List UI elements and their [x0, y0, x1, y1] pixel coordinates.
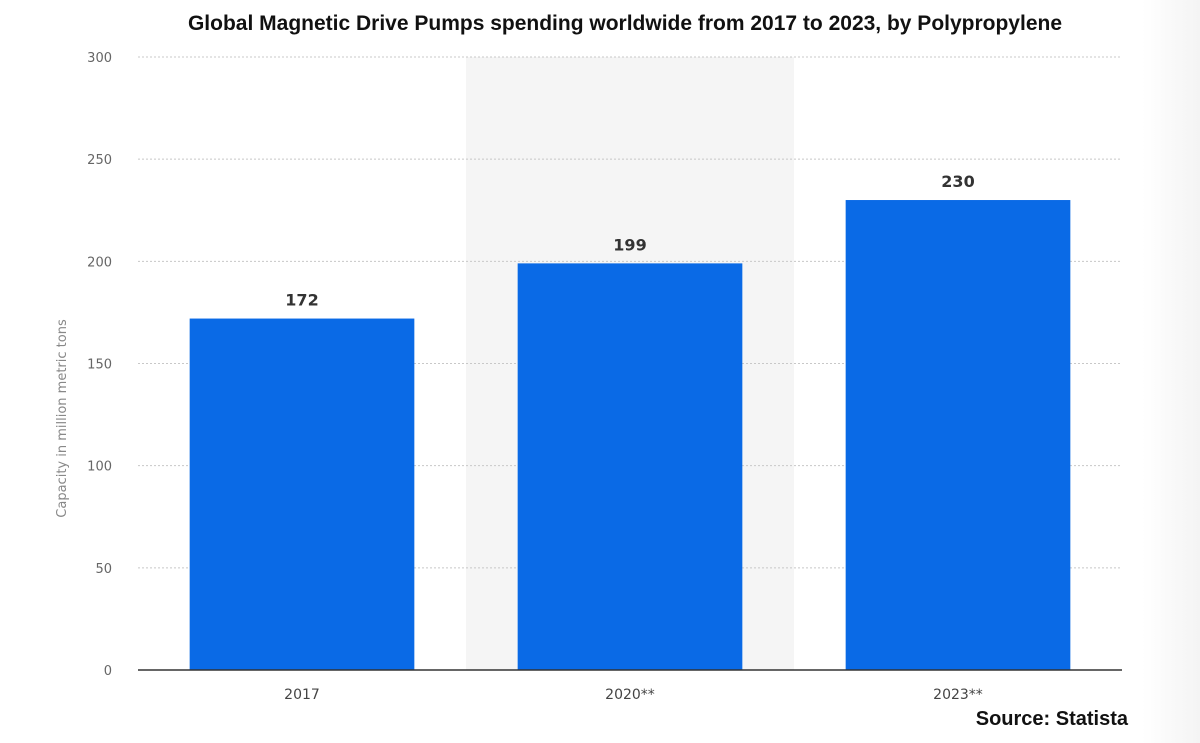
y-tick-label: 150	[87, 358, 112, 373]
y-axis-title: Capacity in million metric tons	[55, 319, 70, 518]
bar[interactable]	[517, 263, 743, 670]
value-label: 172	[285, 291, 318, 310]
y-axis-ticks: 0 50 100 150 200 250 300	[87, 51, 112, 679]
category-labels: 2017 2020** 2023**	[284, 687, 983, 703]
y-tick-label: 200	[87, 255, 112, 270]
y-tick-label: 300	[87, 51, 112, 66]
bars	[189, 200, 1071, 671]
chart-title: Global Magnetic Drive Pumps spending wor…	[187, 12, 1063, 35]
right-edge-shadow	[1142, 0, 1200, 743]
bar[interactable]	[845, 200, 1071, 671]
y-tick-label: 0	[104, 664, 112, 679]
x-tick-label: 2023**	[933, 687, 983, 703]
bar[interactable]	[189, 318, 415, 670]
y-tick-label: 50	[95, 562, 112, 577]
value-label: 230	[941, 172, 974, 191]
y-tick-label: 250	[87, 153, 112, 168]
value-labels: 172 199 230	[285, 172, 974, 310]
value-label: 199	[613, 235, 646, 254]
x-tick-label: 2017	[284, 687, 320, 703]
y-tick-label: 100	[87, 460, 112, 475]
source-note: Source: Statista	[975, 708, 1128, 730]
x-tick-label: 2020**	[605, 687, 655, 703]
